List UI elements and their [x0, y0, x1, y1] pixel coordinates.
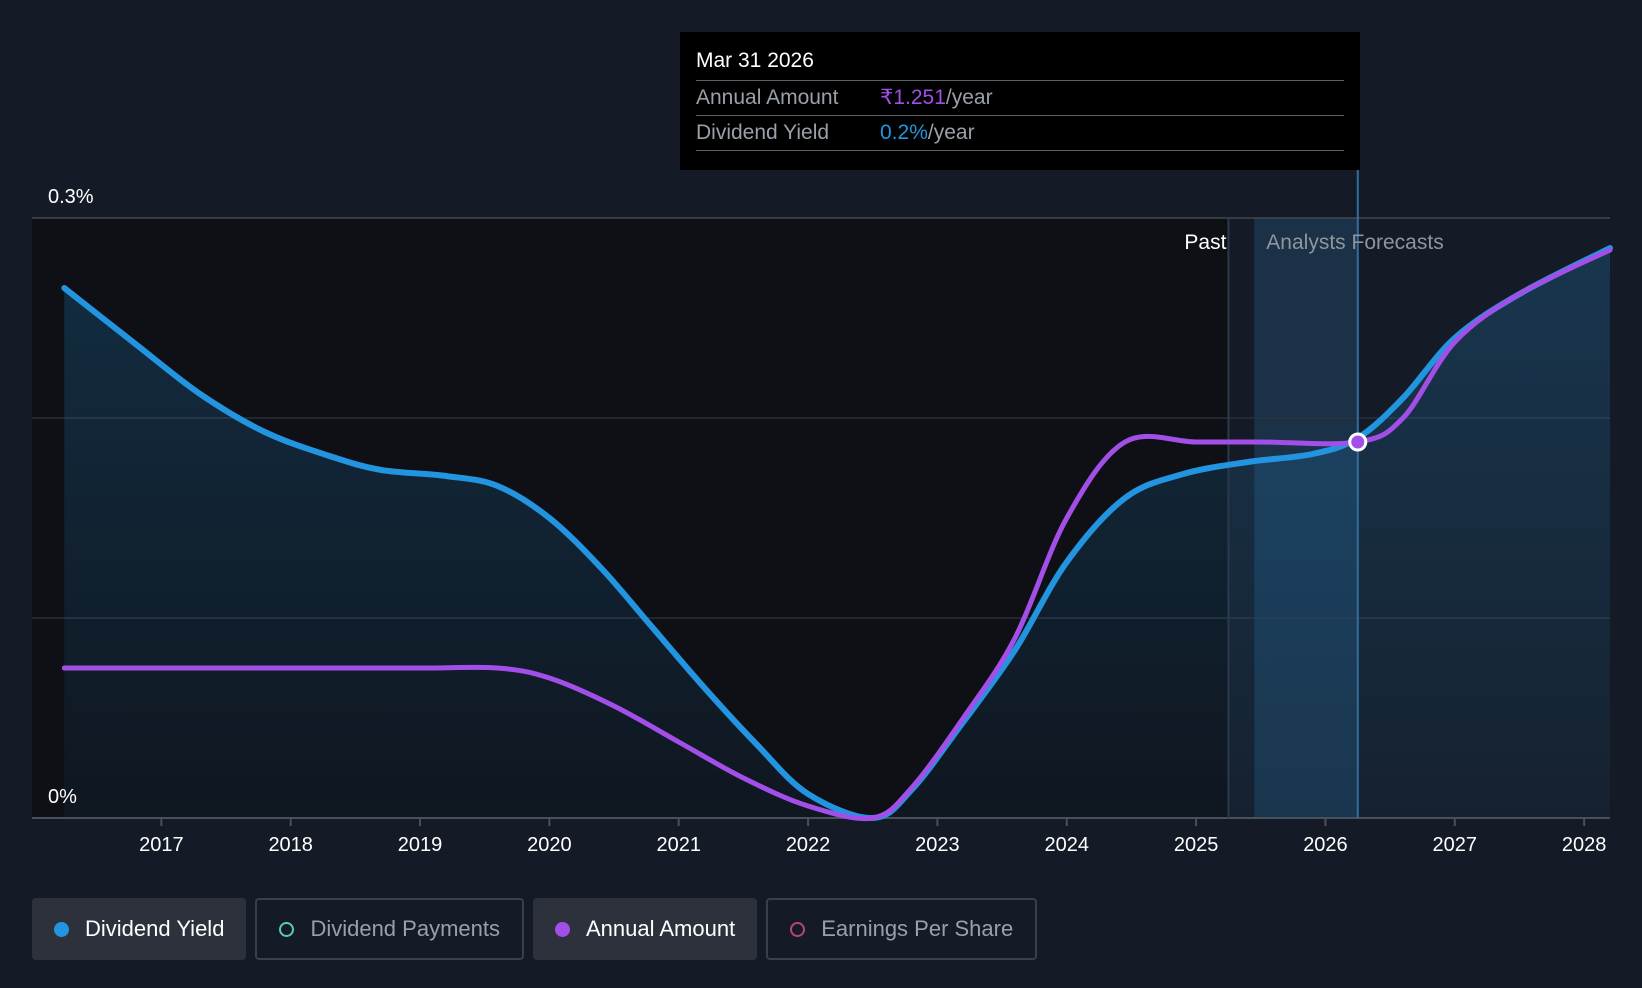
annual-amount-dot-icon	[554, 921, 570, 937]
x-tick-label: 2027	[1433, 834, 1478, 856]
x-tick-label: 2025	[1174, 834, 1219, 856]
x-tick-label: 2017	[139, 834, 184, 856]
tooltip-unit: /year	[945, 86, 993, 109]
chart-tooltip: Mar 31 2026 Annual Amount ₹1.251 /year D…	[680, 32, 1360, 170]
legend-label: Dividend Payments	[310, 916, 500, 941]
x-tick-label: 2028	[1562, 834, 1607, 856]
tooltip-row-annual-amount: Annual Amount ₹1.251 /year	[696, 81, 1344, 116]
tooltip-value: ₹1.251	[880, 86, 946, 109]
y-axis: 0.3% 0%	[48, 186, 94, 808]
legend-label: Annual Amount	[585, 916, 736, 941]
hover-point[interactable]	[1348, 432, 1368, 452]
analysts-forecasts-label: Analysts Forecasts	[1266, 231, 1443, 254]
legend-dividend-payments[interactable]: Dividend Payments	[255, 898, 524, 960]
x-tick-label: 2018	[268, 834, 313, 856]
earnings-per-share-ring-icon	[790, 921, 806, 937]
annual-amount-line[interactable]	[61, 247, 1613, 822]
x-tick-label: 2019	[398, 834, 443, 856]
tooltip-label: Annual Amount	[696, 86, 839, 109]
past-label: Past	[1184, 231, 1226, 254]
x-tick-label: 2024	[1045, 834, 1090, 856]
y-tick-label: 0%	[48, 786, 77, 808]
x-tick-label: 2023	[915, 834, 960, 856]
x-tick-label: 2021	[656, 834, 701, 856]
legend-earnings-per-share[interactable]: Earnings Per Share	[766, 898, 1038, 960]
x-tick-label: 2020	[527, 834, 572, 856]
dividend-payments-ring-icon	[279, 921, 295, 937]
y-tick-label: 0.3%	[48, 186, 94, 208]
dividend-yield-dot-icon	[54, 921, 69, 937]
legend-label: Earnings Per Share	[821, 916, 1014, 941]
legend-label: Dividend Yield	[85, 916, 225, 941]
tooltip-label: Dividend Yield	[696, 121, 830, 144]
legend-dividend-yield[interactable]: Dividend Yield	[32, 898, 247, 960]
tooltip-unit: /year	[927, 121, 975, 144]
tooltip-date: Mar 31 2026	[696, 46, 1344, 81]
x-tick-label: 2022	[786, 834, 831, 856]
dividend-yield-area	[64, 248, 1610, 819]
x-tick-label: 2026	[1303, 834, 1348, 856]
x-axis: 2017 2018 2019 2020 2021 2022 2023 2024 2025 2026…	[139, 818, 1606, 856]
tooltip-row-dividend-yield: Dividend Yield 0.2% /year	[696, 116, 1344, 151]
chart-legend: Dividend Yield Dividend Payments Annual …	[32, 898, 1038, 960]
tooltip-value: 0.2%	[880, 121, 928, 144]
legend-annual-amount[interactable]: Annual Amount	[532, 898, 758, 960]
